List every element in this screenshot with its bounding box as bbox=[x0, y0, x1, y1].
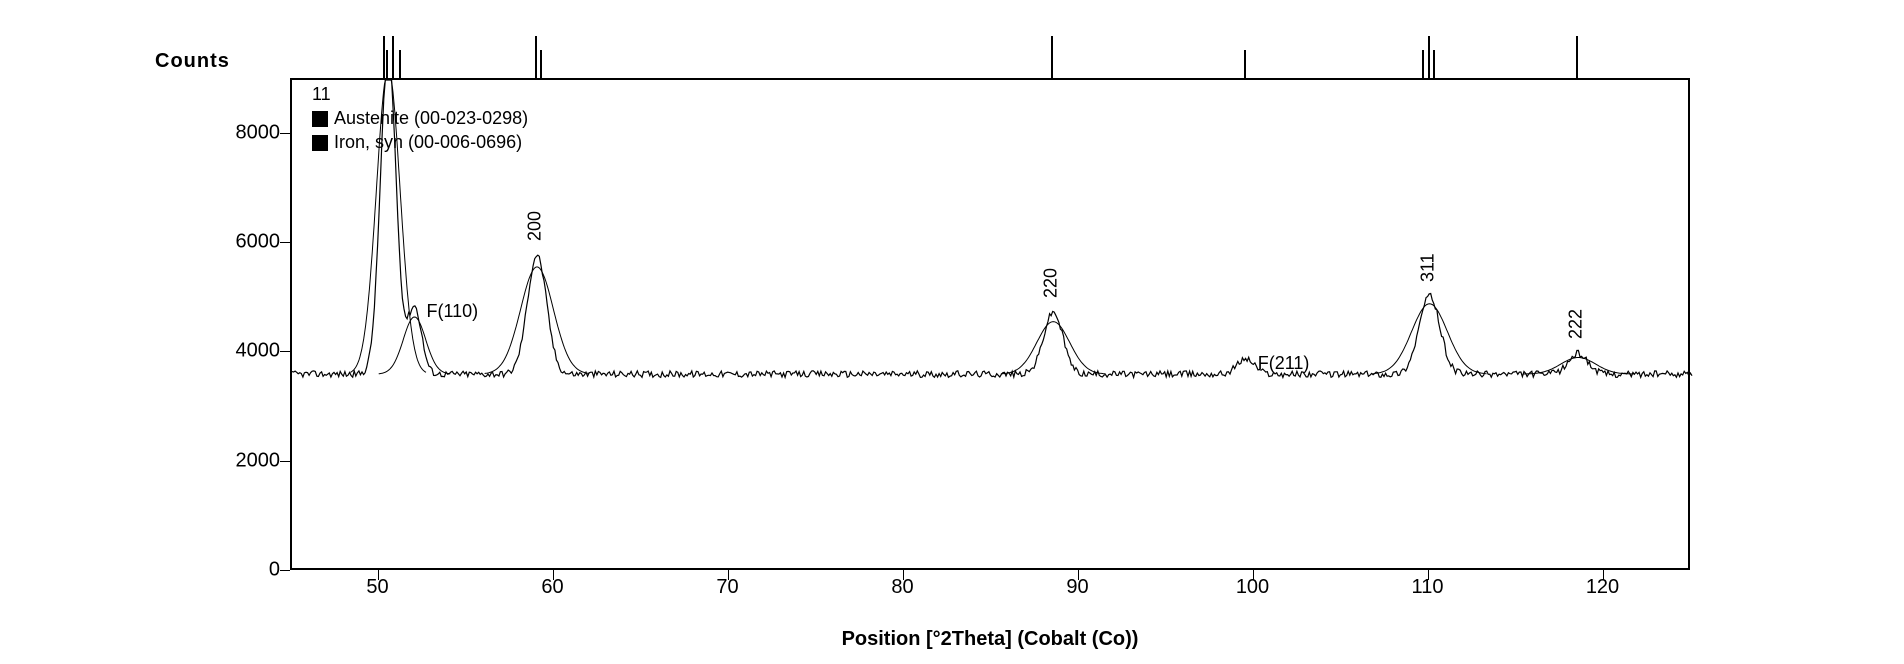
x-tick-mark bbox=[1078, 570, 1079, 580]
legend-item: Austenite (00-023-0298) bbox=[312, 108, 528, 129]
peak-fit-curve bbox=[1372, 304, 1486, 374]
y-tick-mark bbox=[280, 351, 290, 352]
reference-tick bbox=[535, 36, 537, 78]
peak-label: 222 bbox=[1566, 309, 1587, 339]
y-tick-label: 4000 bbox=[210, 340, 280, 363]
legend-swatch bbox=[312, 135, 328, 151]
x-tick-mark bbox=[1253, 570, 1254, 580]
reference-tick bbox=[1051, 50, 1053, 78]
peak-label: 220 bbox=[1041, 268, 1062, 298]
y-tick-label: 2000 bbox=[210, 449, 280, 472]
y-tick-mark bbox=[280, 242, 290, 243]
peak-label: 200 bbox=[525, 211, 546, 241]
peak-label: F(110) bbox=[427, 301, 479, 322]
x-axis-label: Position [°2Theta] (Cobalt (Co)) bbox=[842, 628, 1139, 651]
reference-tick bbox=[1244, 50, 1246, 78]
peak-fit-curve bbox=[1523, 358, 1634, 375]
x-tick-mark bbox=[553, 570, 554, 580]
x-tick-mark bbox=[1428, 570, 1429, 580]
reference-tick bbox=[1576, 50, 1578, 78]
reference-tick bbox=[392, 36, 394, 78]
reference-tick bbox=[1422, 50, 1424, 78]
reference-tick bbox=[386, 50, 388, 78]
reference-tick bbox=[1433, 50, 1435, 78]
y-tick-label: 0 bbox=[210, 559, 280, 582]
x-tick-mark bbox=[1603, 570, 1604, 580]
y-tick-mark bbox=[280, 461, 290, 462]
legend-swatch bbox=[312, 111, 328, 127]
y-tick-mark bbox=[280, 133, 290, 134]
x-tick-mark bbox=[728, 570, 729, 580]
reference-tick bbox=[383, 36, 385, 78]
y-axis-label: Counts bbox=[155, 50, 230, 73]
peak-fit-curve bbox=[485, 267, 590, 374]
legend-item: Iron, syn (00-006-0696) bbox=[312, 132, 522, 153]
y-tick-label: 8000 bbox=[210, 121, 280, 144]
reference-tick bbox=[399, 50, 401, 78]
legend-top-label: 11 bbox=[312, 84, 331, 105]
peak-label: 311 bbox=[1417, 253, 1438, 282]
legend-text: Iron, syn (00-006-0696) bbox=[334, 132, 522, 152]
x-tick-mark bbox=[903, 570, 904, 580]
y-tick-label: 6000 bbox=[210, 231, 280, 254]
y-tick-mark bbox=[280, 570, 290, 571]
peak-label: F(211) bbox=[1258, 353, 1310, 374]
reference-tick bbox=[1428, 36, 1430, 78]
peak-fit-curve bbox=[379, 317, 451, 374]
reference-tick bbox=[540, 50, 542, 78]
legend-text: Austenite (00-023-0298) bbox=[334, 108, 528, 128]
x-tick-mark bbox=[378, 570, 379, 580]
peak-fit-curve bbox=[1001, 322, 1106, 374]
